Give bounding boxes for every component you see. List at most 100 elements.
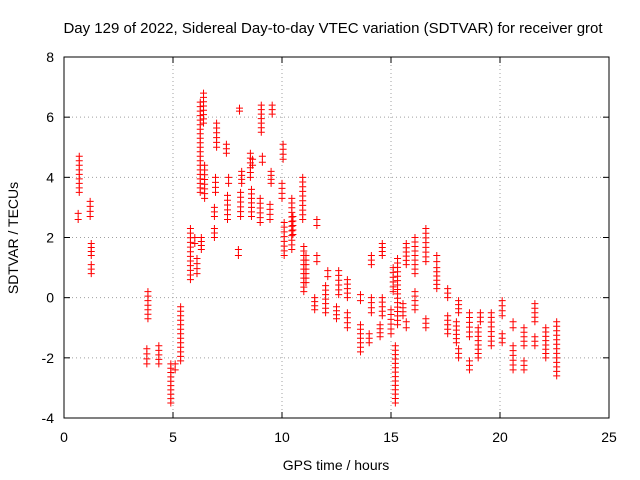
data-point (531, 333, 539, 341)
grid (64, 57, 609, 418)
data-point (249, 155, 257, 163)
data-point (186, 224, 194, 232)
data-point (246, 149, 254, 157)
data-point (433, 264, 441, 272)
data-point (74, 209, 82, 217)
data-point (487, 309, 495, 317)
data-point (465, 309, 473, 317)
data-point (213, 119, 221, 127)
data-point (433, 258, 441, 266)
data-point (200, 89, 208, 97)
data-point (498, 297, 506, 305)
data-point (155, 342, 163, 350)
y-tick-label: 0 (46, 290, 54, 306)
data-point (302, 252, 310, 260)
data-point (171, 360, 179, 368)
data-point (193, 255, 201, 263)
y-tick-label: 4 (46, 169, 54, 185)
data-point (387, 306, 395, 314)
data-point (143, 345, 151, 353)
y-tick-label: 2 (46, 230, 54, 246)
data-point (455, 345, 463, 353)
data-point (422, 315, 430, 323)
data-point (225, 173, 233, 181)
data-point (465, 357, 473, 365)
data-point (191, 240, 199, 248)
data-point (256, 194, 264, 202)
data-points (74, 89, 561, 407)
data-point (402, 324, 410, 332)
data-point (258, 152, 266, 160)
data-point (210, 203, 218, 211)
data-point (343, 309, 351, 317)
data-point (356, 321, 364, 329)
data-point (553, 318, 561, 326)
data-point (542, 324, 550, 332)
data-point (433, 252, 441, 260)
data-point (378, 294, 386, 302)
data-point (313, 252, 321, 260)
chart-title: Day 129 of 2022, Sidereal Day-to-day VTE… (63, 20, 603, 37)
data-point (394, 255, 402, 263)
x-axis-label: GPS time / hours (283, 457, 390, 473)
data-point (367, 294, 375, 302)
data-point (268, 101, 276, 109)
x-tick-label: 5 (169, 429, 177, 445)
data-point (197, 234, 205, 241)
data-point (171, 366, 179, 374)
data-point (191, 234, 199, 241)
data-point (520, 324, 528, 332)
data-point (313, 221, 321, 229)
data-point (452, 318, 460, 326)
data-point (313, 258, 321, 266)
data-point (509, 318, 517, 326)
data-point (378, 240, 386, 248)
data-point (476, 309, 484, 317)
data-point (509, 342, 517, 350)
data-point (249, 161, 257, 169)
data-point (74, 215, 82, 223)
data-point (520, 357, 528, 365)
data-point (411, 288, 419, 296)
data-point (333, 303, 340, 311)
axis-ticks (63, 56, 610, 419)
data-point (234, 246, 242, 254)
data-point (509, 324, 517, 332)
y-tick-labels: -4 -2 0 2 4 6 8 (42, 49, 55, 426)
data-point (75, 152, 83, 160)
data-point (279, 140, 287, 148)
data-point (455, 297, 463, 305)
data-point (237, 188, 245, 196)
data-point (311, 294, 319, 302)
data-point (313, 215, 321, 223)
data-point (212, 173, 220, 181)
data-point (222, 140, 230, 148)
data-point (210, 224, 218, 232)
data-point (376, 321, 384, 329)
data-point (335, 267, 343, 275)
y-tick-label: -2 (42, 350, 55, 366)
data-point (238, 167, 246, 175)
data-point (278, 179, 286, 187)
y-tick-label: 8 (46, 49, 54, 65)
x-tick-label: 0 (60, 429, 68, 445)
data-point (365, 330, 373, 338)
data-point (300, 243, 308, 251)
data-point (498, 330, 506, 338)
data-point (258, 158, 266, 166)
data-point (87, 240, 95, 248)
x-tick-label: 25 (601, 429, 617, 445)
data-point (356, 297, 364, 305)
data-point (474, 324, 482, 332)
data-point (225, 179, 233, 187)
data-point (322, 282, 330, 290)
data-point (343, 276, 351, 284)
data-point (86, 197, 94, 205)
data-point (422, 224, 430, 232)
data-point (87, 261, 95, 269)
data-point (267, 167, 275, 175)
data-point (367, 252, 375, 260)
data-point (402, 318, 410, 326)
data-point (531, 300, 539, 308)
